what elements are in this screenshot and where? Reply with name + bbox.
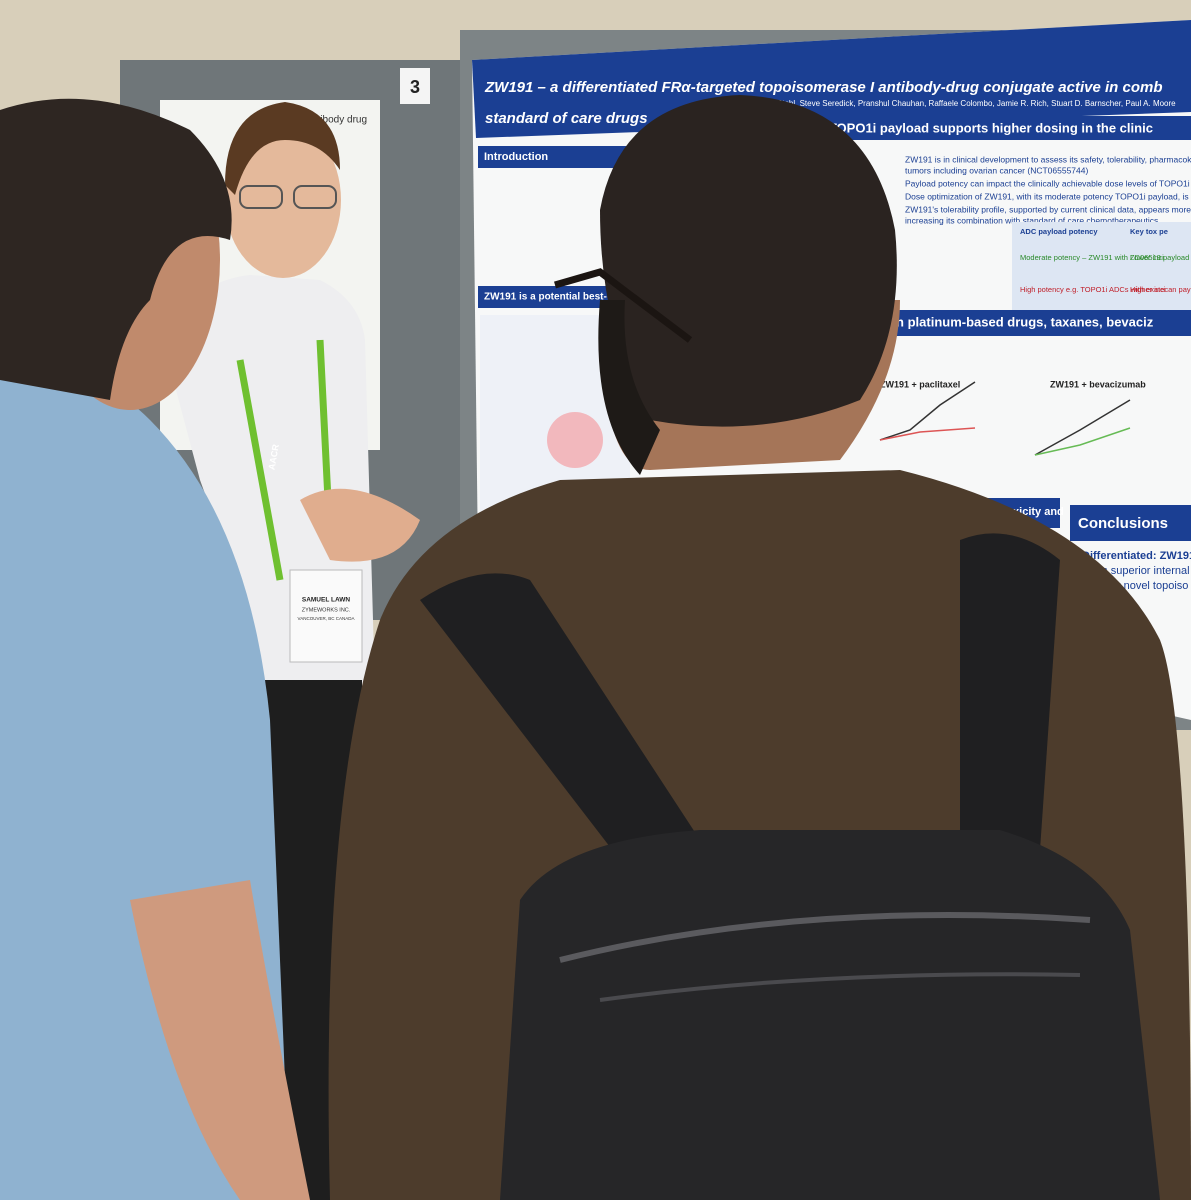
chart-title: ZW191 + paclitaxel <box>880 379 960 389</box>
presenter-hands <box>300 488 420 562</box>
table-cell: Higher inci <box>1130 285 1166 294</box>
bullet: ZW191's tolerability profile, supported … <box>905 204 1191 214</box>
banner-text: y TOPO1i payload supports higher dosing … <box>818 120 1153 135</box>
badge-city: VANCOUVER, BC CANADA <box>298 616 355 621</box>
table-cell: High potency e.g. TOPO1i ADCs with exate… <box>1020 285 1191 294</box>
backpack-zipper <box>559 912 1091 963</box>
poster-title: ZW191 – a differentiated FRα-targeted to… <box>484 79 1162 96</box>
poster-header <box>472 20 1191 138</box>
table-text: ADC payload potency Key tox pe Moderate … <box>1020 227 1191 294</box>
chart-line <box>1034 399 1131 456</box>
badge-name: SAMUEL LAWN <box>302 597 351 604</box>
poster-subtitle: standard of care drugs <box>485 110 648 127</box>
badge <box>289 569 363 663</box>
section-title: ZW191 is a potential best- <box>484 292 607 303</box>
banner-text: with platinum-based drugs, taxanes, beva… <box>877 314 1154 329</box>
conclusion-line: Differentiated: ZW191 <box>1082 550 1191 562</box>
backpack-zipper <box>599 972 1081 1002</box>
table-cell: Moderate potency – ZW191 with ZD06519 pa… <box>1020 253 1189 262</box>
bullet: tumors including ovarian cancer (NCT0655… <box>905 165 1088 175</box>
chart-line <box>1034 427 1131 456</box>
presenter-hair <box>225 102 340 195</box>
left-man-arm <box>130 880 310 1200</box>
chart-line <box>879 381 976 441</box>
badge-company: ZYMEWORKS INC. <box>302 607 351 613</box>
bullets: ZW191 is in clinical development to asse… <box>905 154 1191 225</box>
table-cell: Lower inci <box>1130 253 1164 262</box>
presenter-glasses <box>293 185 337 209</box>
table-header: ADC payload potency <box>1020 227 1098 236</box>
banner <box>870 310 1191 336</box>
backpack-man-head <box>600 95 897 427</box>
section-title: Introduction <box>484 151 548 163</box>
chart-line <box>879 427 976 441</box>
left-poster-title: ntibody drug <box>312 115 367 126</box>
chart-title: ZW191 + bevacizumab <box>1050 379 1146 389</box>
table <box>1012 222 1191 314</box>
backpack-man-glasses <box>554 268 693 343</box>
conclusions-header <box>1070 505 1191 541</box>
conclusions-title: Conclusions <box>1078 515 1168 532</box>
banner <box>810 116 1191 140</box>
backpack-strap <box>420 573 700 860</box>
board-number-box <box>400 68 430 104</box>
left-man-hair <box>0 98 232 400</box>
bullet: increasing its combination with standard… <box>905 215 1158 225</box>
figure-cell <box>547 412 603 468</box>
bullet: Dose optimization of ZW191, with its mod… <box>905 191 1191 201</box>
board-number: 3 <box>410 77 420 97</box>
bullet: ZW191 is in clinical development to asse… <box>905 154 1191 164</box>
backpack-strap <box>960 533 1060 850</box>
presenter-glasses <box>239 185 283 209</box>
lanyard-text: AACR <box>266 443 280 471</box>
poster-authors: Kurt Stahl, Steve Seredick, Pranshul Cha… <box>760 99 1176 108</box>
backpack-man-beard <box>598 300 660 475</box>
bullet: Payload potency can impact the clinicall… <box>905 178 1191 188</box>
section-header <box>478 146 648 168</box>
table-header: Key tox pe <box>1130 227 1168 236</box>
backpack <box>500 830 1160 1200</box>
